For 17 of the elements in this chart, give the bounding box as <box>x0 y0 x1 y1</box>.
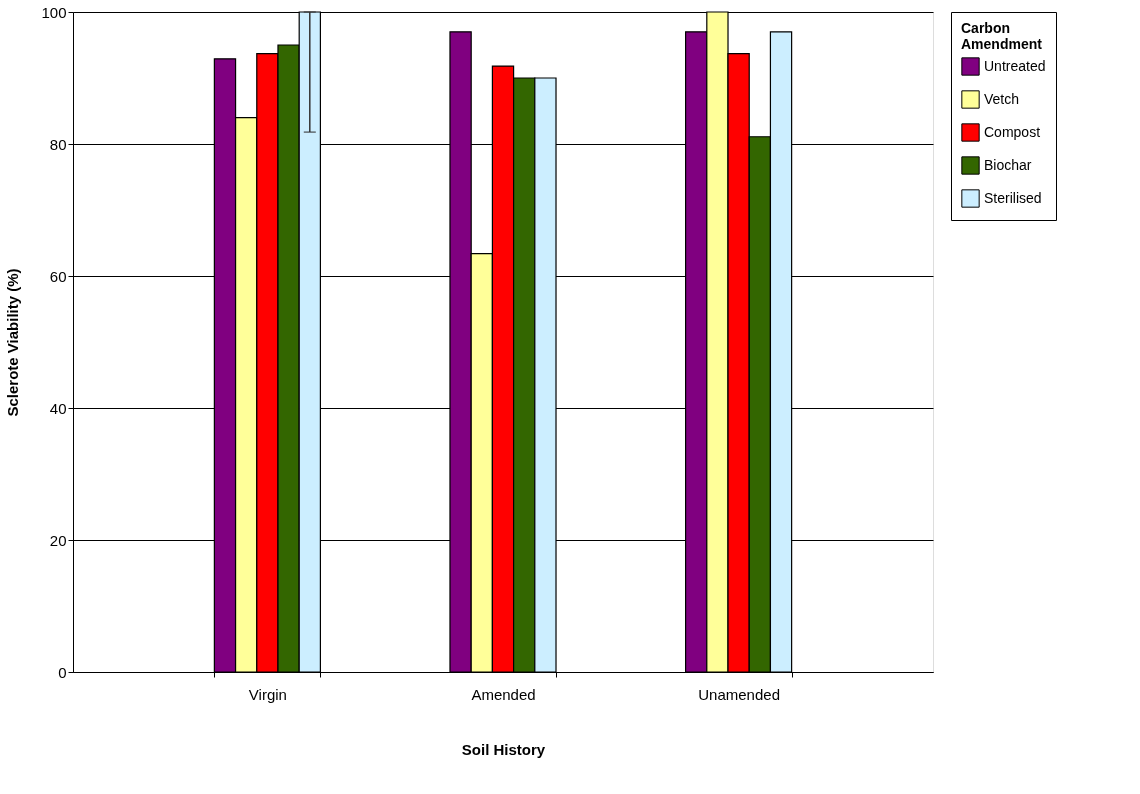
legend-label: Biochar <box>984 156 1032 173</box>
x-tick-label: Virgin <box>248 685 287 703</box>
legend-label: Compost <box>984 123 1041 140</box>
y-axis-title: Sclerote Viability (%) <box>4 268 22 417</box>
x-tick-label: Amended <box>471 685 536 703</box>
y-tick-label: 0 <box>58 663 67 681</box>
legend-label: Untreated <box>984 57 1046 74</box>
y-tick-label: 20 <box>49 531 67 549</box>
x-tick-label: Unamended <box>698 685 780 703</box>
legend-label: Sterilised <box>984 189 1042 206</box>
x-axis-title: Soil History <box>461 740 546 758</box>
legend-label: Vetch <box>984 90 1020 107</box>
y-tick-label: 40 <box>49 399 67 417</box>
legend-title: Carbon Amendment <box>961 20 1043 52</box>
y-tick-label: 60 <box>49 267 67 285</box>
y-tick-label: 80 <box>49 135 67 153</box>
y-tick-label: 100 <box>41 3 67 21</box>
